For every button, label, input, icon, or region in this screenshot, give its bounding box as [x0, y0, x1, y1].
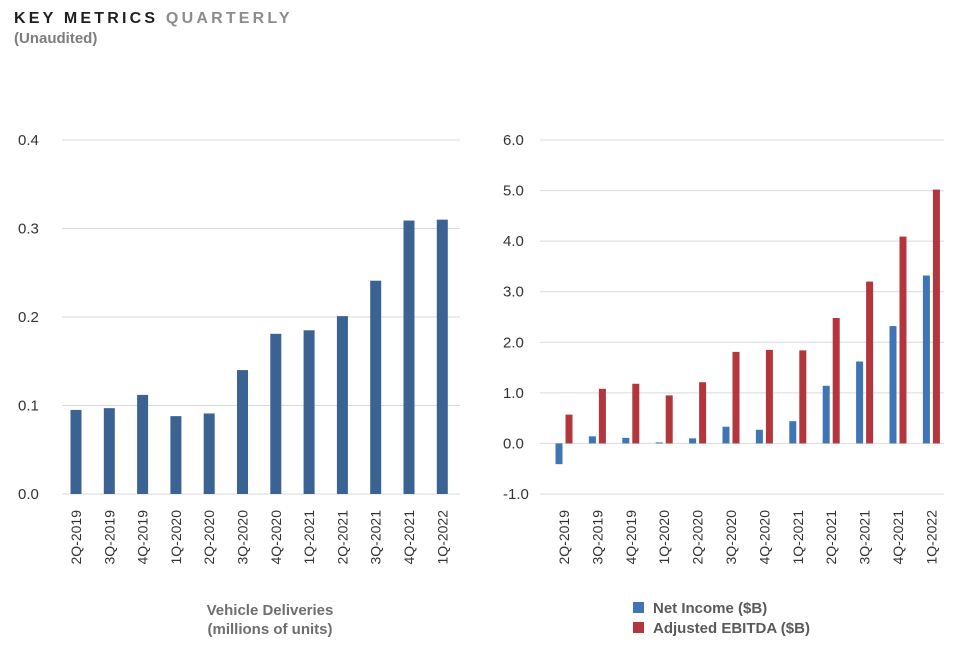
x-tick-label: 3Q-2020 [723, 510, 739, 565]
x-tick-label: 4Q-2020 [268, 510, 284, 565]
net-income-bar [689, 438, 697, 444]
ebitda-bar [598, 388, 606, 444]
net-income-bar [555, 443, 563, 465]
x-tick-label: 3Q-2019 [589, 510, 605, 565]
x-tick-label: 4Q-2019 [135, 510, 151, 565]
net-income-bar [889, 326, 897, 444]
deliveries-chart: 0.0 0.1 0.2 0.3 0.4 2Q-2019 3Q-2019 4Q-2019 1Q-2… [18, 132, 460, 638]
delivery-bar [203, 413, 215, 494]
x-tick-label: 2Q-2021 [334, 510, 350, 565]
ebitda-bar [565, 414, 573, 444]
net-income-bar [922, 275, 930, 444]
net-income-bar [722, 426, 730, 444]
x-tick-label: 1Q-2022 [923, 510, 939, 565]
y-tick-label: 0.2 [18, 309, 39, 326]
ebitda-bar [899, 236, 907, 444]
financials-chart: -1.0 0.0 1.0 2.0 3.0 4.0 5.0 6.0 2Q-2019 3Q-2019 4… [503, 132, 944, 637]
delivery-bar [403, 220, 415, 494]
legend-label-ebitda: Adjusted EBITDA ($B) [653, 620, 810, 637]
x-tick-label: 2Q-2020 [201, 510, 217, 565]
y-tick-label: 0.4 [18, 132, 39, 149]
x-tick-label: 4Q-2021 [401, 510, 417, 565]
x-tick-label: 2Q-2020 [690, 510, 706, 565]
ebitda-bar [732, 351, 740, 444]
deliveries-caption-line2: (millions of units) [208, 621, 333, 638]
x-tick-label: 4Q-2020 [756, 510, 772, 565]
x-tick-label: 4Q-2019 [623, 510, 639, 565]
delivery-bar [137, 394, 149, 494]
ebitda-bar [632, 383, 640, 444]
y-tick-label: 6.0 [503, 132, 524, 149]
ebitda-bar [799, 350, 807, 444]
y-tick-label: 0.3 [18, 221, 39, 238]
ebitda-bar [932, 189, 940, 444]
ebitda-bar [765, 349, 773, 444]
legend-swatch-net-income [633, 602, 644, 613]
title-main: KEY METRICS [14, 10, 159, 27]
x-tick-label: 3Q-2021 [857, 510, 873, 565]
y-tick-label: 0.0 [18, 486, 39, 503]
delivery-bar [103, 408, 115, 494]
title-accent: QUARTERLY [165, 10, 293, 27]
x-tick-label: 2Q-2019 [68, 510, 84, 565]
x-tick-label: 3Q-2019 [101, 510, 117, 565]
page-header: KEY METRICS QUARTERLY (Unaudited) [14, 10, 293, 47]
y-tick-label: 0.0 [503, 435, 524, 452]
y-tick-label: 4.0 [503, 233, 524, 250]
net-income-bar [755, 429, 763, 444]
y-tick-label: 3.0 [503, 284, 524, 301]
ebitda-bar [832, 318, 840, 444]
x-tick-label: 1Q-2022 [434, 510, 450, 565]
net-income-bar [655, 442, 663, 444]
delivery-bar [270, 333, 282, 494]
x-tick-label: 1Q-2020 [168, 510, 184, 565]
delivery-bar [436, 219, 448, 494]
y-tick-label: 0.1 [18, 398, 39, 415]
delivery-bar [237, 370, 248, 494]
net-income-bar [588, 436, 596, 444]
legend-label-net-income: Net Income ($B) [653, 600, 767, 617]
x-tick-label: 3Q-2020 [235, 510, 251, 565]
x-tick-label: 2Q-2021 [823, 510, 839, 565]
net-income-bar [789, 421, 797, 444]
x-tick-label: 4Q-2021 [890, 510, 906, 565]
ebitda-bar [699, 382, 707, 444]
deliveries-caption-line1: Vehicle Deliveries [207, 602, 334, 619]
delivery-bar [303, 330, 315, 494]
page-title: KEY METRICS QUARTERLY [14, 10, 293, 28]
y-tick-label: -1.0 [503, 486, 529, 503]
legend-swatch-ebitda [633, 622, 644, 633]
delivery-bar [70, 409, 82, 494]
x-tick-label: 1Q-2020 [656, 510, 672, 565]
x-tick-label: 2Q-2019 [556, 510, 572, 565]
net-income-bar [822, 385, 830, 444]
page-subtitle: (Unaudited) [14, 30, 98, 47]
y-tick-label: 1.0 [503, 385, 524, 402]
ebitda-bar [866, 281, 874, 444]
x-tick-label: 3Q-2021 [368, 510, 384, 565]
x-tick-label: 1Q-2021 [301, 510, 317, 565]
delivery-bar [336, 316, 348, 494]
x-tick-label: 1Q-2021 [790, 510, 806, 565]
delivery-bar [370, 280, 382, 494]
y-tick-label: 2.0 [503, 334, 524, 351]
y-tick-label: 5.0 [503, 183, 524, 200]
net-income-bar [622, 437, 630, 444]
delivery-bar [170, 416, 182, 494]
ebitda-bar [665, 395, 673, 444]
net-income-bar [856, 361, 864, 444]
